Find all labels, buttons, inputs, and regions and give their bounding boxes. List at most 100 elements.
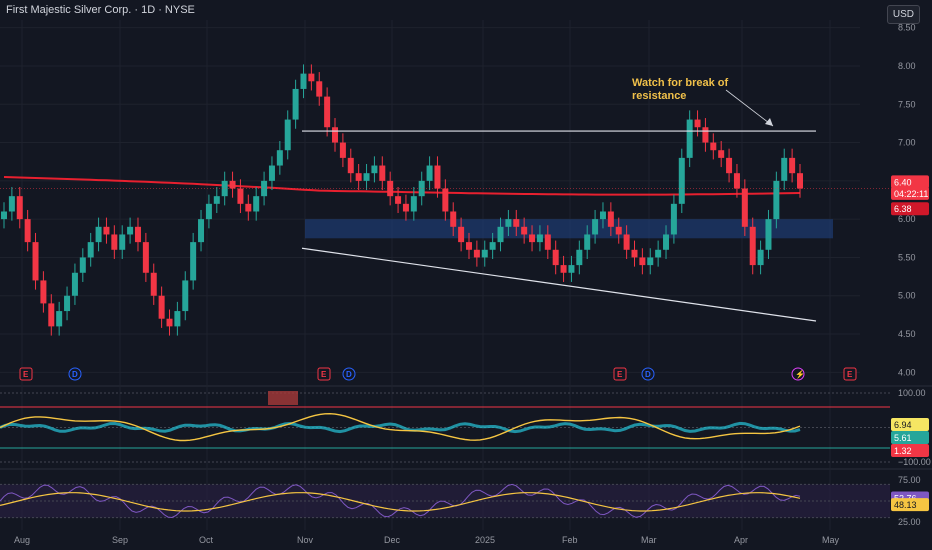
candle-body[interactable] — [442, 188, 449, 212]
candle-body[interactable] — [655, 249, 662, 258]
candle-body[interactable] — [308, 73, 315, 82]
candle-body[interactable] — [418, 180, 425, 197]
candle-body[interactable] — [450, 211, 457, 227]
candle-body[interactable] — [726, 157, 733, 174]
candle-body[interactable] — [781, 157, 788, 181]
candle-body[interactable] — [521, 226, 528, 235]
candle-body[interactable] — [205, 203, 212, 220]
candle-body[interactable] — [623, 234, 630, 250]
candle-body[interactable] — [87, 242, 94, 258]
candle-body[interactable] — [174, 311, 181, 327]
candle-body[interactable] — [134, 226, 141, 243]
candle-body[interactable] — [16, 196, 23, 220]
candle-body[interactable] — [300, 73, 307, 89]
candle-body[interactable] — [694, 119, 701, 128]
candle-body[interactable] — [316, 81, 323, 97]
candle-body[interactable] — [56, 311, 63, 327]
candle-body[interactable] — [64, 295, 71, 312]
candle-body[interactable] — [607, 211, 614, 227]
candle-body[interactable] — [749, 226, 756, 266]
candle-body[interactable] — [757, 249, 764, 266]
candle-body[interactable] — [402, 203, 409, 212]
candle-body[interactable] — [142, 242, 149, 273]
candle-body[interactable] — [765, 219, 772, 250]
candle-body[interactable] — [24, 219, 31, 243]
candle-body[interactable] — [268, 165, 275, 181]
candle-body[interactable] — [324, 96, 331, 128]
candle-body[interactable] — [576, 249, 583, 266]
candle-body[interactable] — [536, 234, 543, 243]
candle-body[interactable] — [237, 188, 244, 204]
earnings-badge[interactable] — [317, 367, 331, 381]
candle-body[interactable] — [221, 180, 228, 197]
candle-body[interactable] — [615, 226, 622, 235]
candle-body[interactable] — [599, 211, 606, 220]
candle-body[interactable] — [513, 219, 520, 227]
candle-body[interactable] — [182, 280, 189, 312]
candle-body[interactable] — [789, 157, 796, 174]
candle-body[interactable] — [190, 242, 197, 281]
descending-trend-line[interactable] — [301, 247, 817, 322]
candle-body[interactable] — [395, 196, 402, 204]
candle-body[interactable] — [670, 203, 677, 235]
candle-body[interactable] — [686, 119, 693, 158]
candle-body[interactable] — [552, 249, 559, 266]
candle-body[interactable] — [797, 173, 803, 189]
candle-body[interactable] — [741, 188, 748, 227]
candle-body[interactable] — [339, 142, 346, 158]
candle-body[interactable] — [529, 234, 536, 243]
candle-body[interactable] — [497, 226, 504, 243]
candle-body[interactable] — [8, 196, 15, 212]
candle-body[interactable] — [371, 165, 378, 174]
candle-body[interactable] — [481, 249, 488, 258]
candle-body[interactable] — [647, 257, 654, 266]
candle-body[interactable] — [245, 203, 252, 212]
candle-body[interactable] — [158, 295, 165, 319]
candle-body[interactable] — [1, 211, 7, 220]
candle-body[interactable] — [410, 196, 417, 212]
earnings-badge[interactable] — [19, 367, 33, 381]
candle-body[interactable] — [678, 157, 685, 204]
candle-body[interactable] — [379, 165, 386, 181]
candle-body[interactable] — [40, 280, 47, 304]
candle-body[interactable] — [284, 119, 291, 151]
candle-body[interactable] — [363, 173, 370, 181]
candle-body[interactable] — [166, 318, 173, 327]
candle-body[interactable] — [276, 150, 283, 166]
candle-body[interactable] — [663, 234, 670, 250]
candle-body[interactable] — [639, 257, 646, 266]
candle-body[interactable] — [127, 226, 134, 235]
candle-body[interactable] — [71, 272, 78, 296]
currency-button[interactable]: USD — [886, 5, 920, 24]
candle-body[interactable] — [48, 303, 55, 327]
candle-body[interactable] — [505, 219, 512, 227]
candle-body[interactable] — [560, 265, 567, 273]
candle-body[interactable] — [119, 234, 126, 250]
candle-body[interactable] — [213, 196, 220, 204]
candle-body[interactable] — [458, 226, 465, 243]
dividend-badge[interactable] — [342, 367, 356, 381]
candle-body[interactable] — [702, 127, 709, 143]
earnings-badge[interactable] — [613, 367, 627, 381]
candle-body[interactable] — [568, 265, 575, 273]
candle-body[interactable] — [150, 272, 157, 296]
candle-body[interactable] — [355, 173, 362, 181]
candle-body[interactable] — [733, 173, 740, 189]
candle-body[interactable] — [718, 150, 725, 158]
earnings-badge[interactable] — [843, 367, 857, 381]
candle-body[interactable] — [292, 88, 299, 120]
candle-body[interactable] — [584, 234, 591, 250]
candle-body[interactable] — [32, 242, 39, 281]
candle-body[interactable] — [592, 219, 599, 235]
candle-body[interactable] — [332, 127, 339, 143]
candle-body[interactable] — [465, 242, 472, 250]
candle-body[interactable] — [544, 234, 551, 250]
candle-body[interactable] — [198, 219, 205, 243]
candle-body[interactable] — [473, 249, 480, 258]
candle-body[interactable] — [434, 165, 441, 189]
candle-body[interactable] — [773, 180, 780, 220]
dividend-badge[interactable] — [641, 367, 655, 381]
candle-body[interactable] — [229, 180, 236, 189]
candle-body[interactable] — [253, 196, 260, 212]
